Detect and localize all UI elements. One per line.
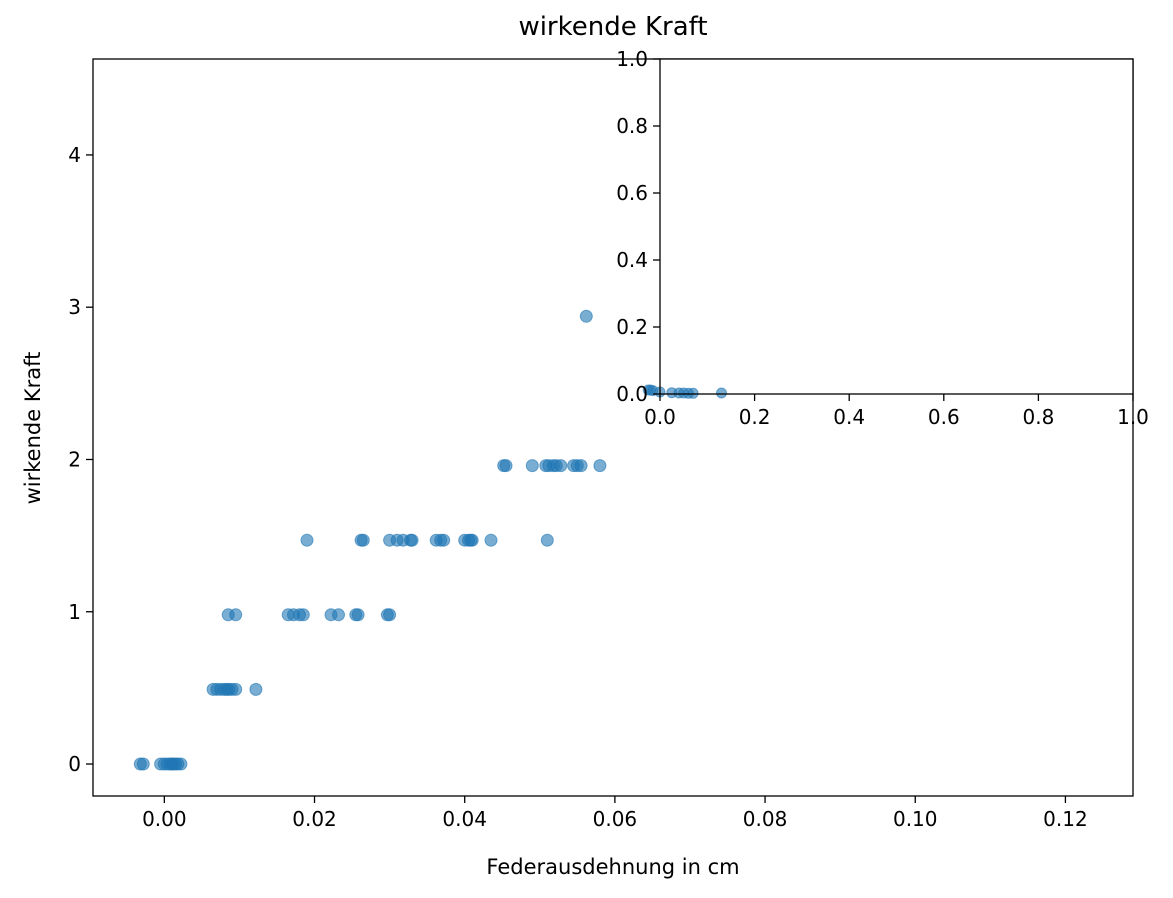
main-point: [300, 533, 314, 547]
inset-y-tick-label: 0.8: [616, 114, 648, 138]
main-point: [465, 533, 479, 547]
main-x-tick-label: 0.12: [1043, 807, 1088, 831]
x-axis-label: Federausdehnung in cm: [486, 855, 739, 879]
main-scatter-points: [133, 309, 607, 771]
inset-x-ticks: 0.0 0.2 0.4 0.6 0.8 1.0: [644, 394, 1149, 429]
main-point: [174, 757, 188, 771]
inset-y-tick-label: 0.4: [616, 248, 648, 272]
main-axes: 0.00 0.02 0.04 0.06 0.08 0.10 0.12 0 1 2 3 4 wirke…: [21, 12, 1134, 879]
y-axis-label: wirkende Kraft: [21, 352, 45, 505]
main-point: [229, 682, 243, 696]
main-point: [554, 459, 568, 473]
main-point: [136, 757, 150, 771]
main-point: [249, 682, 263, 696]
main-point: [229, 608, 243, 622]
inset-y-tick-label: 1.0: [616, 47, 648, 71]
main-point: [383, 608, 397, 622]
inset-point: [687, 387, 699, 399]
main-y-ticks: 0 1 2 3 4: [68, 143, 93, 776]
main-y-tick-label: 2: [68, 447, 81, 471]
inset-plot-frame: [659, 58, 1134, 395]
main-y-tick-label: 4: [68, 143, 81, 167]
main-plot-frame: [92, 58, 1134, 797]
inset-y-ticks: 0.0 0.2 0.4 0.6 0.8 1.0: [616, 47, 660, 406]
main-point: [351, 608, 365, 622]
main-y-tick-label: 1: [68, 600, 81, 624]
main-point: [579, 309, 593, 323]
main-x-tick-label: 0.10: [893, 807, 938, 831]
inset-y-tick-label: 0.2: [616, 315, 648, 339]
main-x-ticks: 0.00 0.02 0.04 0.06 0.08 0.10 0.12: [142, 796, 1088, 831]
main-x-tick-label: 0.00: [142, 807, 187, 831]
main-x-tick-label: 0.08: [743, 807, 788, 831]
inset-x-tick-label: 0.0: [644, 405, 676, 429]
inset-x-tick-label: 0.8: [1022, 405, 1054, 429]
main-point: [484, 533, 498, 547]
inset-point: [716, 387, 727, 399]
inset-x-tick-label: 0.2: [739, 405, 771, 429]
main-point: [296, 608, 310, 622]
main-point: [574, 459, 588, 473]
main-point: [332, 608, 345, 622]
main-x-tick-label: 0.04: [442, 807, 487, 831]
main-point: [356, 533, 370, 547]
inset-y-tick-label: 0.6: [616, 181, 648, 205]
main-y-tick-label: 0: [68, 752, 81, 776]
main-x-tick-label: 0.02: [292, 807, 337, 831]
main-y-tick-label: 3: [68, 295, 81, 319]
inset-x-tick-label: 0.6: [928, 405, 960, 429]
inset-y-tick-label: 0.0: [616, 382, 648, 406]
main-x-tick-label: 0.06: [593, 807, 638, 831]
inset-axes: 0.0 0.2 0.4 0.6 0.8 1.0 0.0 0.2 0.4 0.6 0.8 1.0: [616, 47, 1149, 429]
main-point: [540, 533, 554, 547]
main-point: [437, 533, 451, 547]
main-point: [405, 533, 419, 547]
chart-title: wirkende Kraft: [518, 12, 707, 42]
main-point: [593, 459, 607, 473]
inset-background: [660, 59, 1133, 394]
inset-x-tick-label: 1.0: [1117, 405, 1149, 429]
main-point: [499, 459, 513, 473]
inset-x-tick-label: 0.4: [833, 405, 865, 429]
main-point: [525, 459, 539, 473]
